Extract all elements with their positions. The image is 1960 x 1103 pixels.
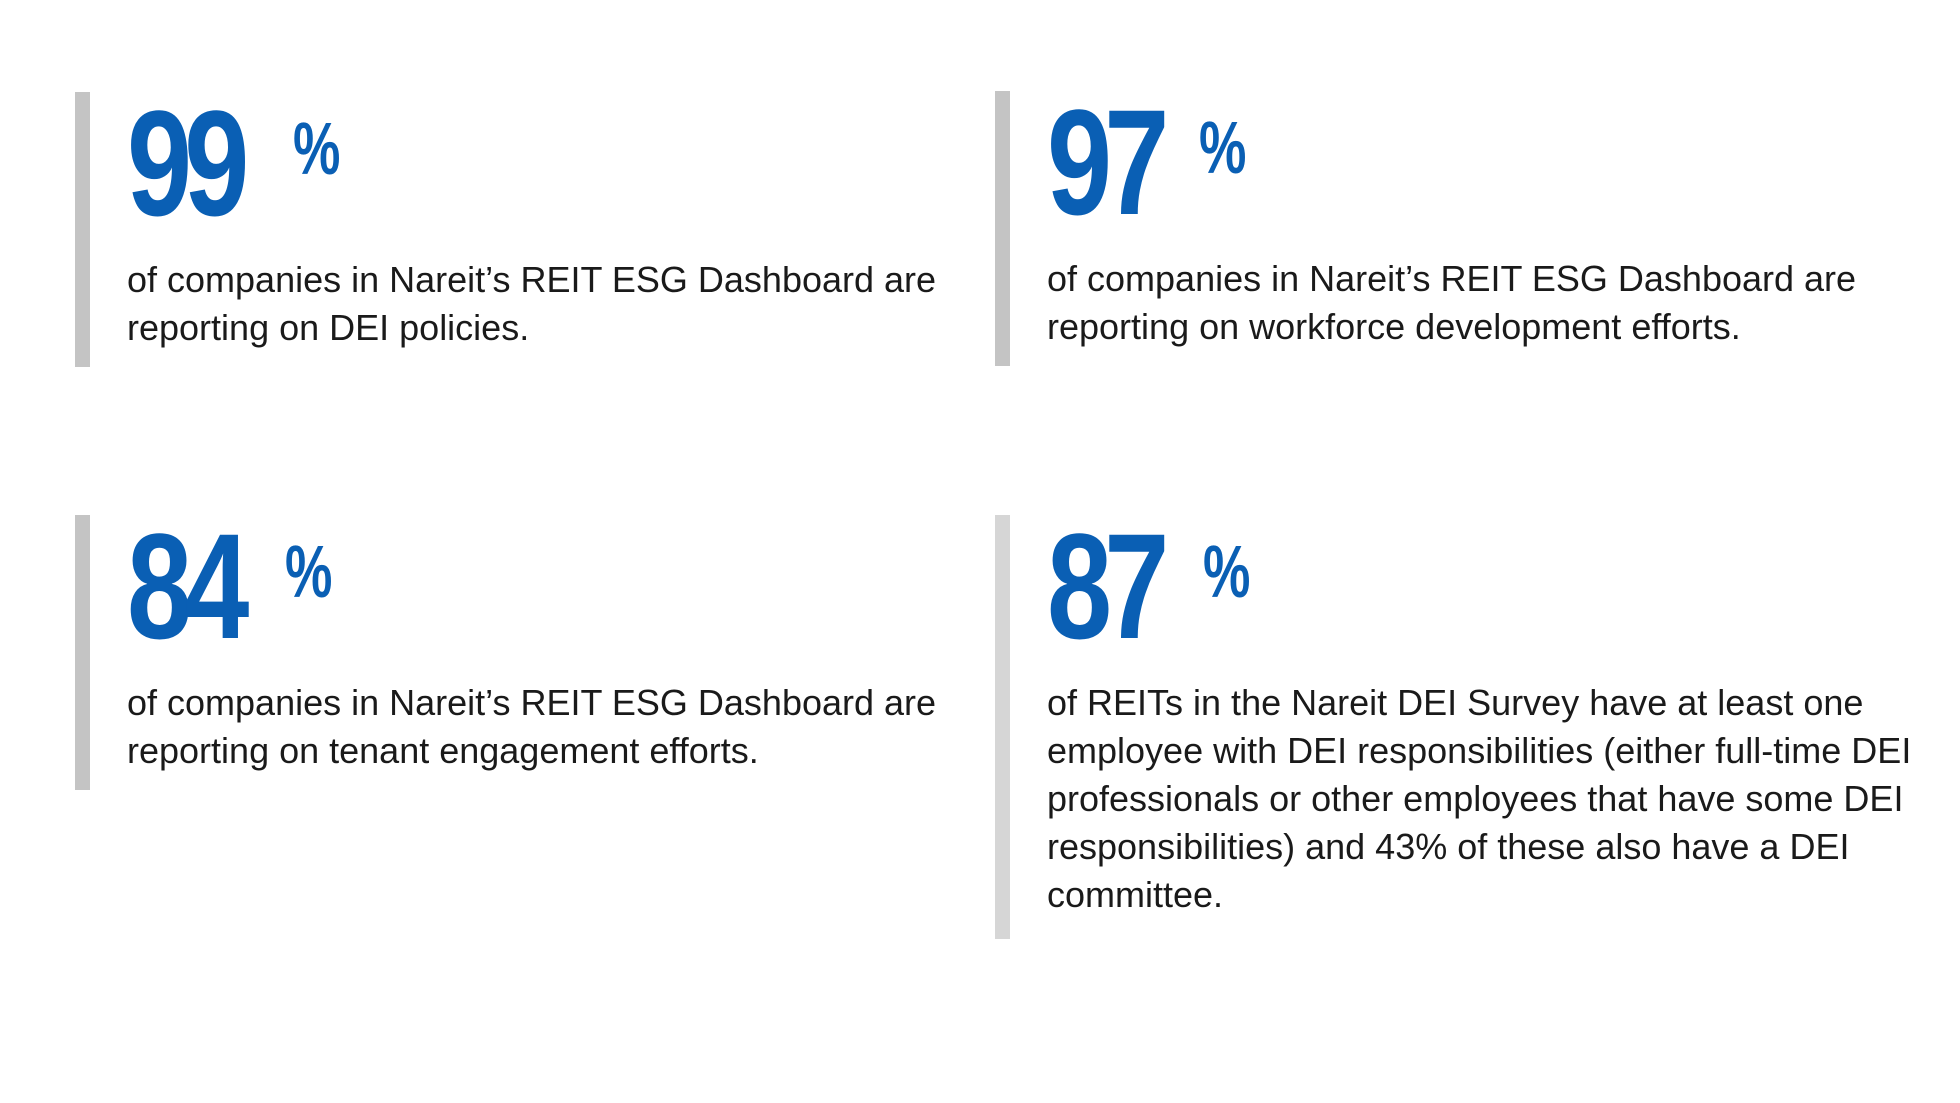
stat-divider-bar [995, 91, 1010, 366]
stat-number: 99 [127, 79, 249, 247]
stat-description: of companies in Nareit’s REIT ESG Dashbo… [1047, 258, 1857, 347]
stat-figure: 97% [1047, 87, 1877, 241]
stat-percent-sign: % [285, 530, 333, 613]
stat-percent-sign: % [1203, 530, 1251, 613]
stat-percent-sign: % [1199, 106, 1247, 189]
stat-description: of REITs in the Nareit DEI Survey have a… [1047, 682, 1912, 915]
stat-number: 87 [1047, 502, 1169, 670]
stat-block-tenant-engagement: 84% of companies in Nareit’s REIT ESG Da… [75, 511, 975, 790]
stat-content: 99% of companies in Nareit’s REIT ESG Da… [127, 88, 957, 352]
stat-description: of companies in Nareit’s REIT ESG Dashbo… [127, 682, 937, 771]
stat-block-dei-survey: 87% of REITs in the Nareit DEI Survey ha… [995, 511, 1935, 939]
stat-figure: 84% [127, 511, 957, 665]
stat-content: 97% of companies in Nareit’s REIT ESG Da… [1047, 87, 1877, 351]
stat-figure: 87% [1047, 511, 1927, 665]
stat-divider-bar [75, 515, 90, 790]
stat-percent-sign: % [293, 107, 341, 190]
stat-description: of companies in Nareit’s REIT ESG Dashbo… [127, 259, 937, 348]
stat-content: 87% of REITs in the Nareit DEI Survey ha… [1047, 511, 1927, 919]
stat-figure: 99% [127, 88, 957, 242]
stat-block-workforce-development: 97% of companies in Nareit’s REIT ESG Da… [995, 87, 1935, 366]
stat-block-dei-policies: 99% of companies in Nareit’s REIT ESG Da… [75, 88, 975, 367]
stat-content: 84% of companies in Nareit’s REIT ESG Da… [127, 511, 957, 775]
stat-divider-bar [75, 92, 90, 367]
stat-divider-bar [995, 515, 1010, 939]
stat-number: 84 [127, 502, 249, 670]
stat-number: 97 [1047, 78, 1169, 246]
